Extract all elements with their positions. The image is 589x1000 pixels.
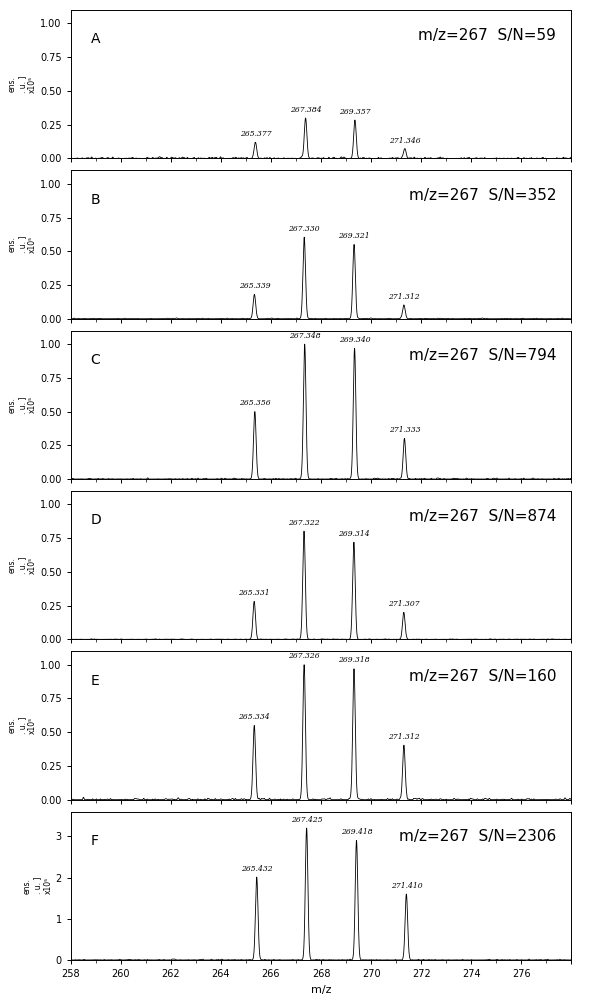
X-axis label: m/z: m/z — [311, 985, 331, 995]
Text: 267.425: 267.425 — [291, 816, 322, 824]
Text: D: D — [91, 513, 101, 527]
Text: C: C — [91, 353, 101, 367]
Text: A: A — [91, 32, 100, 46]
Text: 267.322: 267.322 — [288, 519, 320, 527]
Y-axis label: ens.
. u. ]
x10⁵: ens. . u. ] x10⁵ — [8, 396, 37, 414]
Text: 271.346: 271.346 — [389, 137, 421, 145]
Text: 271.333: 271.333 — [389, 426, 420, 434]
Text: 271.307: 271.307 — [388, 600, 419, 608]
Text: m/z=267  S/N=160: m/z=267 S/N=160 — [409, 669, 557, 684]
Text: 269.321: 269.321 — [338, 232, 370, 240]
Text: 265.334: 265.334 — [239, 713, 270, 721]
Text: m/z=267  S/N=874: m/z=267 S/N=874 — [409, 509, 557, 524]
Y-axis label: ens.
. u. ]
x10⁵: ens. . u. ] x10⁵ — [23, 877, 52, 894]
Text: 271.312: 271.312 — [388, 733, 420, 741]
Y-axis label: ens.
. u. ]
x10⁵: ens. . u. ] x10⁵ — [8, 76, 37, 93]
Text: 267.326: 267.326 — [289, 652, 320, 660]
Text: F: F — [91, 834, 99, 848]
Text: B: B — [91, 193, 100, 207]
Text: 269.340: 269.340 — [339, 336, 370, 344]
Text: 269.318: 269.318 — [338, 656, 370, 664]
Text: E: E — [91, 674, 100, 688]
Text: m/z=267  S/N=794: m/z=267 S/N=794 — [409, 348, 557, 363]
Text: 265.432: 265.432 — [241, 865, 273, 873]
Text: 271.410: 271.410 — [391, 882, 422, 890]
Y-axis label: ens.
. u. ]
x10⁵: ens. . u. ] x10⁵ — [8, 236, 37, 253]
Y-axis label: ens.
. u. ]
x10⁵: ens. . u. ] x10⁵ — [8, 717, 37, 734]
Text: m/z=267  S/N=2306: m/z=267 S/N=2306 — [399, 829, 557, 844]
Text: 269.418: 269.418 — [340, 828, 372, 836]
Text: 265.356: 265.356 — [239, 399, 270, 407]
Text: 265.377: 265.377 — [240, 130, 271, 138]
Text: m/z=267  S/N=352: m/z=267 S/N=352 — [409, 188, 557, 203]
Text: 265.331: 265.331 — [239, 589, 270, 597]
Text: 269.357: 269.357 — [339, 108, 371, 116]
Y-axis label: ens.
. u. ]
x10⁵: ens. . u. ] x10⁵ — [8, 556, 37, 574]
Text: m/z=267  S/N=59: m/z=267 S/N=59 — [418, 28, 557, 43]
Text: 265.339: 265.339 — [239, 282, 270, 290]
Text: 269.314: 269.314 — [338, 530, 370, 538]
Text: 267.348: 267.348 — [289, 332, 320, 340]
Text: 267.330: 267.330 — [289, 225, 320, 233]
Text: 267.384: 267.384 — [290, 106, 322, 114]
Text: 271.312: 271.312 — [388, 293, 420, 301]
